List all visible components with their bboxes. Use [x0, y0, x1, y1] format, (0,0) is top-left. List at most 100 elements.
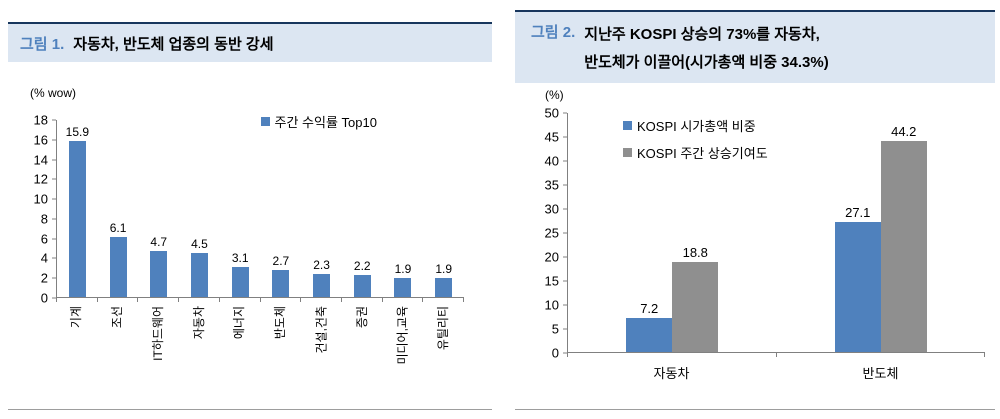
x-tick-slot — [342, 298, 383, 302]
y-tick-mark — [52, 277, 56, 279]
y-tick-mark — [52, 218, 56, 220]
x-tick-slot — [567, 353, 777, 357]
bar-value-label: 2.2 — [353, 259, 371, 274]
x-label-slot: 반도체 — [260, 302, 301, 384]
bar-cell: 15.9 — [65, 120, 90, 297]
bar-cell: 44.2 — [880, 113, 927, 352]
bar-value-label: 15.9 — [65, 124, 90, 139]
bar-group: 2.2 — [342, 120, 383, 297]
y-tick-mark — [563, 232, 567, 234]
bar-cell: 1.9 — [435, 120, 453, 297]
figure2-x-axis-labels: 자동차 반도체 — [567, 357, 985, 381]
bar — [880, 140, 927, 352]
y-tick: 15 — [545, 274, 567, 289]
bar-value-label: 4.5 — [191, 236, 208, 251]
y-tick-label: 0 — [40, 290, 48, 306]
figure2-y-axis: 50 45 40 35 30 25 20 15 10 5 0 — [525, 106, 567, 361]
y-tick-label: 0 — [551, 345, 559, 361]
figure2-panel: 그림 2. 지난주 KOSPI 상승의 73%를 자동차, 반도체가 이끌어(시… — [515, 10, 995, 410]
figure2-bottom-divider — [515, 409, 995, 410]
bar-cell: 18.8 — [672, 113, 719, 352]
figure1-x-axis: 기계 조선 IT하드웨어 자동차 에너지 반도체 건설,건축 증권 미디어,교육 유틸리티 — [56, 298, 465, 386]
y-tick-mark — [563, 328, 567, 330]
y-tick: 10 — [545, 298, 567, 313]
figure1-unit-label: (% wow) — [30, 86, 77, 100]
figure1-label: 그림 1. — [20, 35, 65, 53]
x-tick-slot — [261, 298, 302, 302]
figure2-title-line1: 지난주 KOSPI 상승의 73%를 자동차, — [584, 26, 820, 43]
y-tick-label: 30 — [544, 201, 559, 217]
legend-item: KOSPI 주간 상승기여도 — [623, 143, 768, 162]
bar-value-label: 1.9 — [394, 262, 412, 277]
bar-value-label: 18.8 — [682, 245, 708, 261]
legend-item: KOSPI 시가총액 비중 — [623, 116, 768, 135]
figure1-x-tick-marks — [56, 298, 465, 302]
y-tick-label: 50 — [544, 105, 559, 121]
x-tick-slot — [179, 298, 220, 302]
bar — [231, 266, 249, 297]
y-tick-label: 35 — [544, 177, 559, 193]
y-tick: 45 — [545, 130, 567, 145]
x-label-slot: 반도체 — [776, 357, 985, 381]
y-tick-label: 40 — [544, 153, 559, 169]
bar — [626, 317, 673, 352]
y-tick-mark — [563, 208, 567, 210]
legend-swatch — [623, 148, 632, 157]
bar-cell: 4.7 — [150, 120, 168, 297]
y-tick: 10 — [34, 192, 56, 207]
figure2-header: 그림 2. 지난주 KOSPI 상승의 73%를 자동차, 반도체가 이끌어(시… — [515, 10, 995, 83]
figure2-x-axis: 자동차 반도체 — [567, 353, 985, 383]
y-tick-mark — [52, 178, 56, 180]
y-tick: 0 — [41, 291, 56, 306]
bar-group: 3.1 — [220, 120, 261, 297]
y-tick-mark — [52, 297, 56, 299]
figure1-panel: 그림 1. 자동차, 반도체 업종의 동반 강세 (% wow) 18 16 14 1… — [8, 22, 492, 410]
bar-value-label: 2.3 — [313, 258, 330, 273]
y-tick-label: 16 — [33, 132, 48, 148]
x-axis-label: 자동차 — [191, 306, 206, 340]
x-tick-slot — [56, 298, 98, 302]
y-tick-mark — [563, 136, 567, 138]
y-tick-label: 25 — [544, 225, 559, 241]
bar-group: 15.9 — [57, 120, 98, 297]
bar-group: 4.5 — [179, 120, 220, 297]
figure1-x-axis-labels: 기계 조선 IT하드웨어 자동차 에너지 반도체 건설,건축 증권 미디어,교육 유틸리티 — [56, 302, 464, 384]
y-tick: 6 — [41, 231, 56, 246]
figure2-chart: 50 45 40 35 30 25 20 15 10 5 0 KOSPI 시가총액 비중 KOSPI … — [525, 106, 985, 383]
y-tick-label: 12 — [33, 171, 48, 187]
y-tick-mark — [563, 352, 567, 354]
figure1-plot-area: 주간 수익률 Top10 15.9 6.1 4.7 4.5 3.1 2.7 2.3 2.2 1.… — [56, 115, 464, 298]
bar-cell: 27.1 — [834, 113, 881, 352]
bar-value-label: 3.1 — [231, 250, 249, 265]
bar-value-label: 1.9 — [435, 262, 453, 277]
y-tick-label: 5 — [551, 321, 559, 337]
y-tick-mark — [52, 257, 56, 259]
y-tick: 18 — [34, 113, 56, 128]
legend-label: KOSPI 시가총액 비중 — [637, 119, 756, 134]
bar-cell: 7.2 — [626, 113, 673, 352]
y-tick: 35 — [545, 178, 567, 193]
bar-value-label: 27.1 — [845, 205, 871, 221]
x-axis-label: 반도체 — [273, 306, 288, 340]
y-tick-mark — [52, 198, 56, 200]
x-tick-slot — [220, 298, 261, 302]
y-tick: 8 — [41, 211, 56, 226]
y-tick-label: 20 — [544, 249, 559, 265]
x-label-slot: 증권 — [342, 302, 383, 384]
bar-cell: 2.2 — [353, 120, 371, 297]
bar — [272, 270, 290, 297]
bar — [109, 237, 127, 297]
bar-group: 2.7 — [261, 120, 302, 297]
y-tick: 2 — [41, 271, 56, 286]
bar-value-label: 44.2 — [891, 123, 917, 139]
x-label-slot: 조선 — [97, 302, 138, 384]
legend-swatch — [623, 121, 632, 130]
y-tick-label: 4 — [40, 250, 48, 266]
y-tick-label: 14 — [33, 152, 48, 168]
y-tick: 25 — [545, 226, 567, 241]
y-tick-mark — [563, 304, 567, 306]
y-tick: 50 — [545, 106, 567, 121]
bar-group: 2.3 — [301, 120, 342, 297]
legend-label: KOSPI 주간 상승기여도 — [637, 146, 768, 161]
bar-group: 4.7 — [138, 120, 179, 297]
